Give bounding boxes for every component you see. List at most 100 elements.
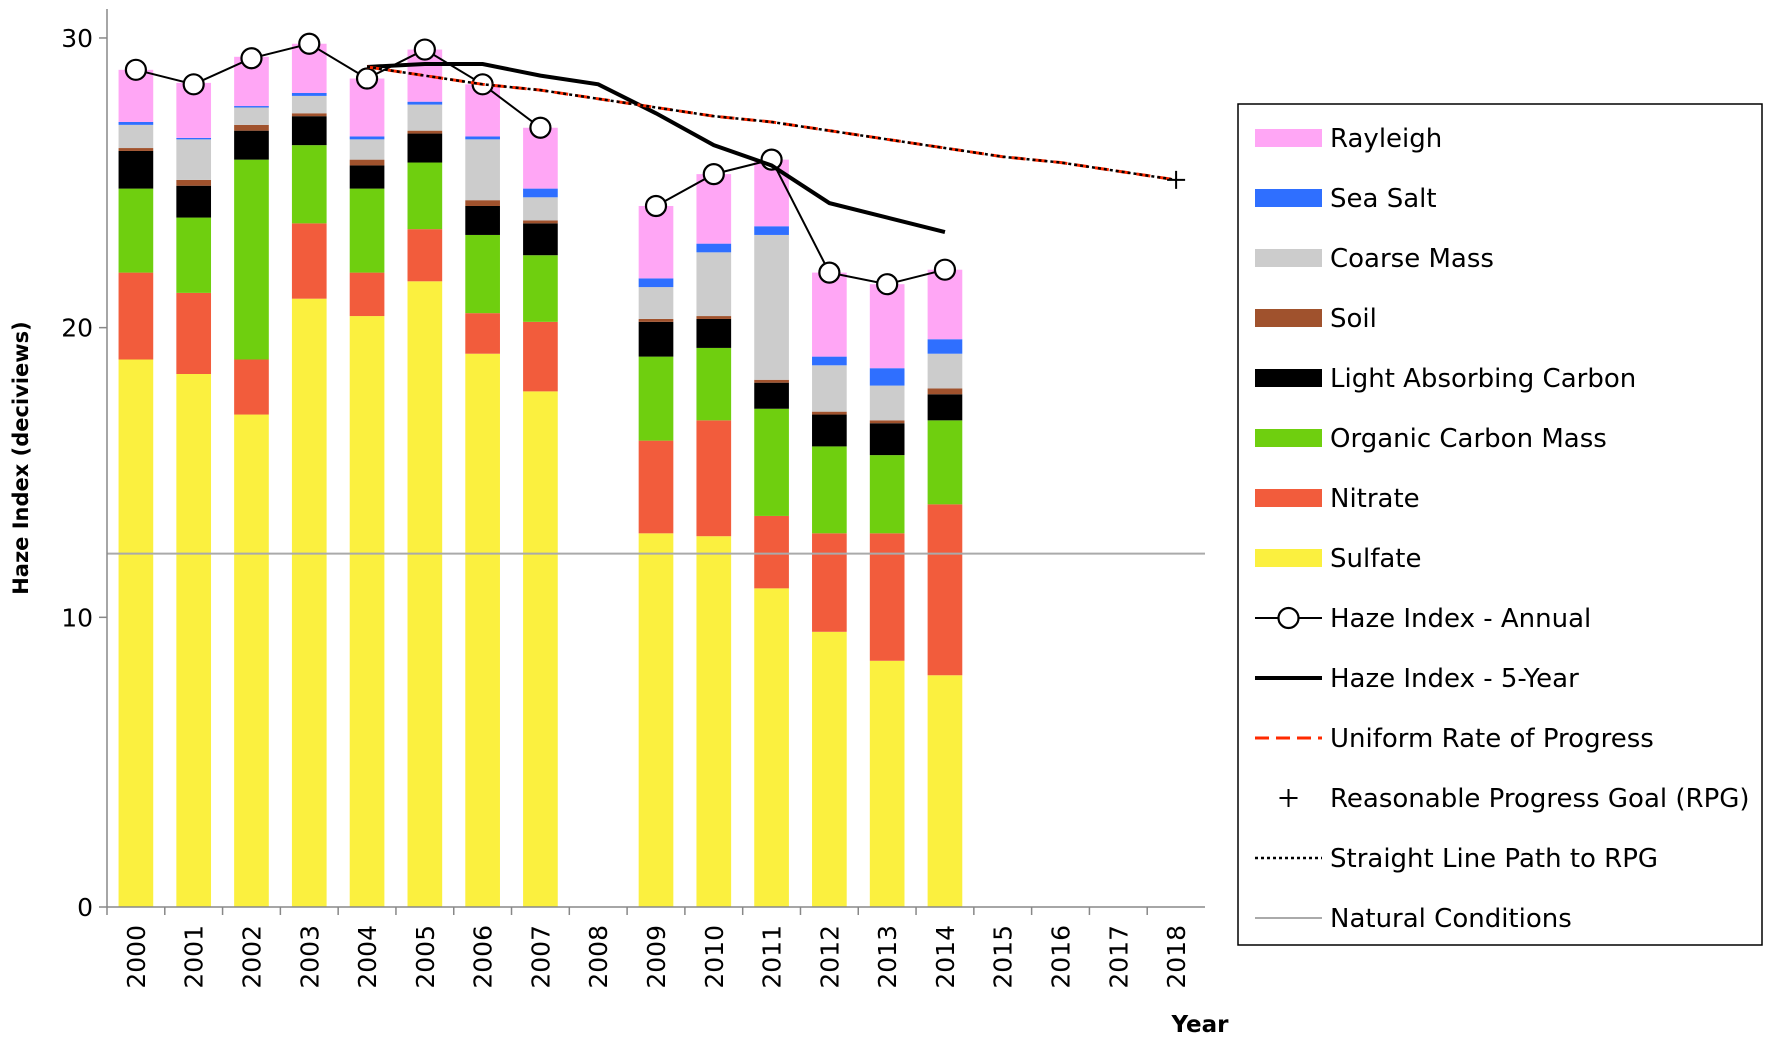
y-tick-label: 0 — [77, 893, 93, 922]
legend-label: Rayleigh — [1330, 124, 1442, 154]
bar-segment — [638, 440, 674, 534]
bar-segment — [638, 205, 674, 279]
bar-segment — [118, 272, 154, 360]
y-axis-title: Haze Index (deciviews) — [9, 321, 33, 595]
bar-segment — [118, 121, 154, 125]
x-tick-label: 2016 — [1047, 925, 1076, 989]
legend-label: Organic Carbon Mass — [1330, 424, 1607, 454]
x-tick-label: 2002 — [237, 925, 266, 989]
legend-label: Soil — [1330, 304, 1377, 334]
bar-segment — [754, 515, 789, 589]
bar-segment — [754, 379, 789, 383]
legend-label: Haze Index - Annual — [1330, 604, 1591, 634]
legend-swatch — [1255, 489, 1322, 507]
bar-segment — [523, 255, 558, 322]
legend-label: Reasonable Progress Goal (RPG) — [1330, 784, 1750, 814]
bar-segment — [869, 284, 905, 369]
bar-segment — [638, 287, 674, 319]
bar-segment — [234, 130, 269, 160]
bar-segment — [927, 394, 963, 421]
bar-segment — [291, 113, 327, 117]
x-tick-label: 2012 — [815, 925, 844, 989]
legend-swatch — [1255, 369, 1322, 387]
legend-label: Sea Salt — [1330, 184, 1437, 214]
bar-segment — [927, 388, 963, 395]
bar-segment — [234, 107, 269, 125]
bar-segment — [407, 130, 443, 134]
marker — [182, 73, 205, 96]
marker — [124, 58, 147, 81]
bar-segment — [869, 455, 905, 534]
bar-segment — [523, 197, 558, 221]
bar-segment — [927, 269, 963, 340]
bar-segment — [523, 321, 558, 392]
bar-segment — [523, 220, 558, 224]
bar-segment — [869, 423, 905, 456]
y-tick-label: 30 — [61, 24, 93, 53]
legend-label: Uniform Rate of Progress — [1330, 724, 1654, 754]
marker — [529, 116, 552, 139]
bar-segment — [465, 353, 500, 907]
marker — [240, 47, 263, 70]
bar-segment — [869, 660, 905, 907]
legend-swatch — [1255, 429, 1322, 447]
legend-label: Coarse Mass — [1330, 244, 1494, 274]
x-tick-label: 2014 — [931, 925, 960, 989]
bar-segment — [349, 272, 385, 317]
bar-segment — [754, 588, 789, 907]
marker — [644, 194, 668, 218]
legend-label: Light Absorbing Carbon — [1330, 364, 1636, 394]
legend-swatch — [1255, 249, 1322, 267]
bar-segment — [118, 150, 154, 189]
bar-segment — [291, 145, 327, 224]
x-tick-label: 2011 — [758, 925, 787, 989]
bar-segment — [349, 188, 385, 273]
marker — [933, 258, 957, 281]
bar-segment — [118, 148, 154, 151]
x-tick-label: 2003 — [295, 925, 324, 989]
x-tick-label: 2009 — [642, 925, 671, 989]
x-tick-label: 2015 — [989, 925, 1018, 989]
marker — [818, 261, 841, 284]
bar-segment — [754, 226, 789, 235]
bar-segment — [407, 104, 443, 131]
bar-segment — [812, 631, 847, 907]
marker — [298, 32, 321, 55]
x-tick-label: 2010 — [700, 925, 729, 989]
bar-segment — [176, 139, 212, 180]
bar-segment — [349, 316, 385, 907]
bar-segment — [696, 536, 732, 907]
y-tick-label: 10 — [61, 603, 93, 632]
marker — [702, 163, 725, 186]
x-tick-label: 2013 — [873, 925, 902, 989]
bar-segment — [927, 504, 963, 676]
bar-segment — [234, 106, 269, 108]
bar-segment — [176, 292, 212, 374]
legend-label: Natural Conditions — [1330, 904, 1572, 934]
bar-segment — [812, 356, 847, 366]
bar-segment — [927, 353, 963, 389]
legend-box — [1237, 103, 1763, 946]
legend-marker — [1279, 789, 1298, 807]
bar-segment — [349, 165, 385, 189]
bar-segment — [407, 101, 443, 105]
bar-segment — [754, 408, 789, 516]
x-axis-title: Year — [1170, 1012, 1229, 1038]
bar-segment — [523, 223, 558, 256]
bar-segment — [638, 533, 674, 907]
bar-segment — [291, 116, 327, 146]
bar-segment — [696, 174, 732, 244]
x-tick-label: 2007 — [526, 925, 555, 989]
bar-segment — [234, 159, 269, 360]
bar-segment — [754, 382, 789, 409]
bar-segment — [638, 321, 674, 357]
y-tick-label: 20 — [61, 314, 93, 343]
bar-segment — [118, 124, 154, 149]
bar-segment — [638, 318, 674, 322]
bar-segment — [696, 243, 732, 253]
bar-segment — [176, 137, 212, 140]
bar-segment — [291, 95, 327, 114]
x-tick-label: 2018 — [1162, 925, 1191, 989]
bar-segment — [696, 420, 732, 537]
